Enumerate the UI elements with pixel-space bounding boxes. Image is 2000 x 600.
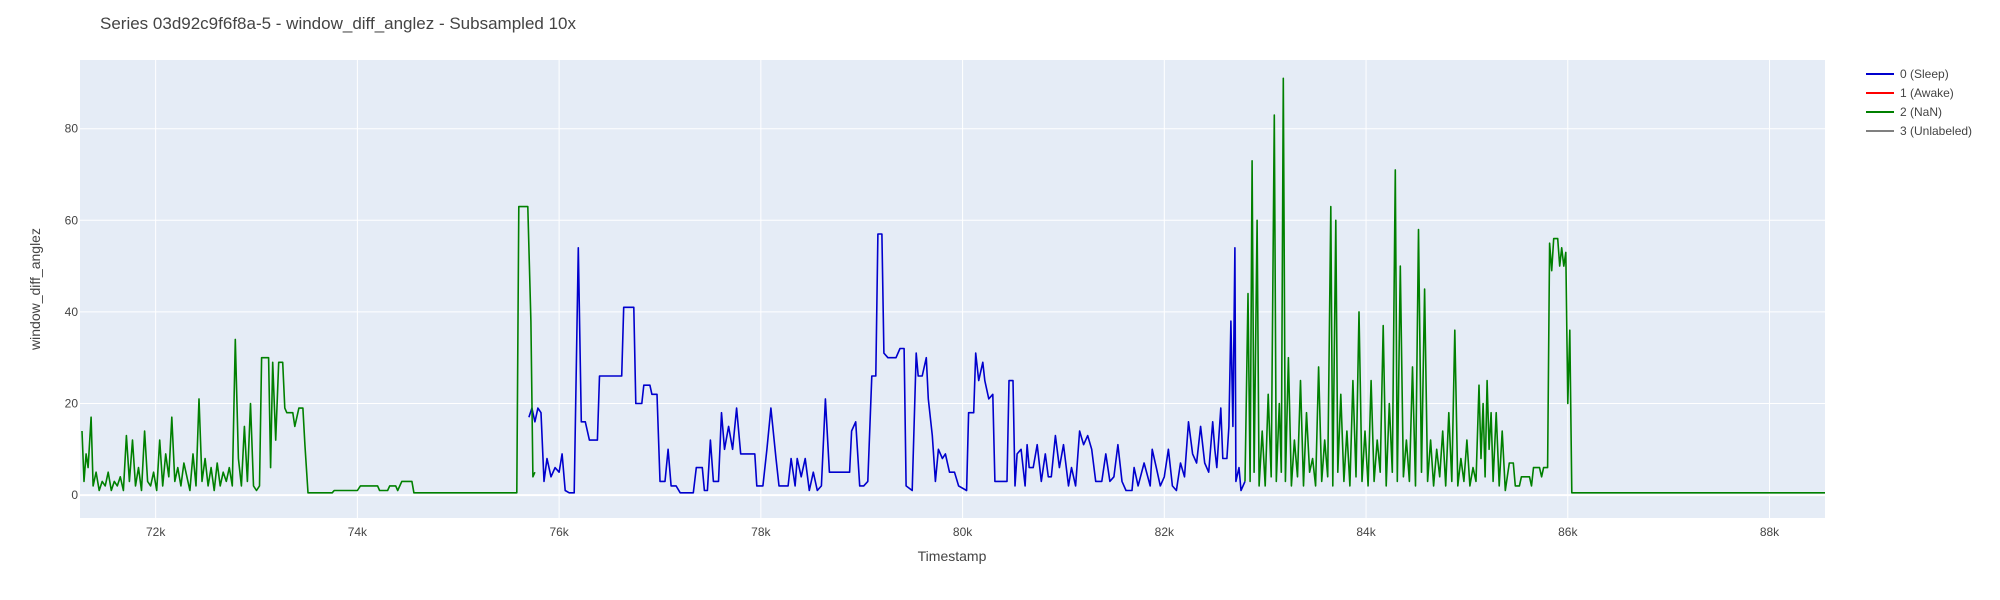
x-tick-label: 86k [1558, 525, 1578, 539]
x-tick-label: 88k [1760, 525, 1780, 539]
y-axis-ticks: 0 20 40 60 80 [65, 122, 79, 502]
legend-label: 1 (Awake) [1900, 86, 1954, 100]
series-line-2-nan [1244, 77, 1825, 494]
legend-label: 2 (NaN) [1900, 105, 1942, 119]
series-lines [81, 77, 1825, 494]
y-tick-label: 60 [65, 213, 79, 227]
legend-label: 3 (Unlabeled) [1900, 124, 1972, 138]
x-tick-label: 80k [953, 525, 973, 539]
x-tick-label: 74k [348, 525, 368, 539]
y-tick-label: 0 [71, 488, 78, 502]
y-tick-label: 20 [65, 397, 79, 411]
x-tick-label: 76k [549, 525, 569, 539]
legend-label: 0 (Sleep) [1900, 67, 1949, 81]
x-tick-label: 72k [146, 525, 166, 539]
y-tick-label: 80 [65, 122, 79, 136]
legend-item-3-unlabeled[interactable]: 3 (Unlabeled) [1866, 124, 1972, 138]
y-axis-title: window_diff_anglez [27, 228, 43, 351]
legend-item-2-nan[interactable]: 2 (NaN) [1866, 105, 1942, 119]
series-line-0-sleep [528, 233, 1246, 494]
x-tick-label: 84k [1356, 525, 1376, 539]
legend: 0 (Sleep) 1 (Awake) 2 (NaN) 3 (Unlabeled) [1866, 67, 1972, 138]
legend-item-0-sleep[interactable]: 0 (Sleep) [1866, 67, 1949, 81]
x-axis-ticks: 72k 74k 76k 78k 80k 82k 84k 86k 88k [146, 525, 1780, 539]
x-tick-label: 78k [751, 525, 771, 539]
y-gridlines [80, 128, 1825, 497]
chart-title: Series 03d92c9f6f8a-5 - window_diff_angl… [100, 14, 576, 33]
x-axis-title: Timestamp [918, 548, 987, 564]
x-tick-label: 82k [1155, 525, 1175, 539]
y-tick-label: 40 [65, 305, 79, 319]
legend-item-1-awake[interactable]: 1 (Awake) [1866, 86, 1954, 100]
plot-area[interactable] [80, 60, 1825, 518]
series-line-2-nan [81, 205, 536, 494]
